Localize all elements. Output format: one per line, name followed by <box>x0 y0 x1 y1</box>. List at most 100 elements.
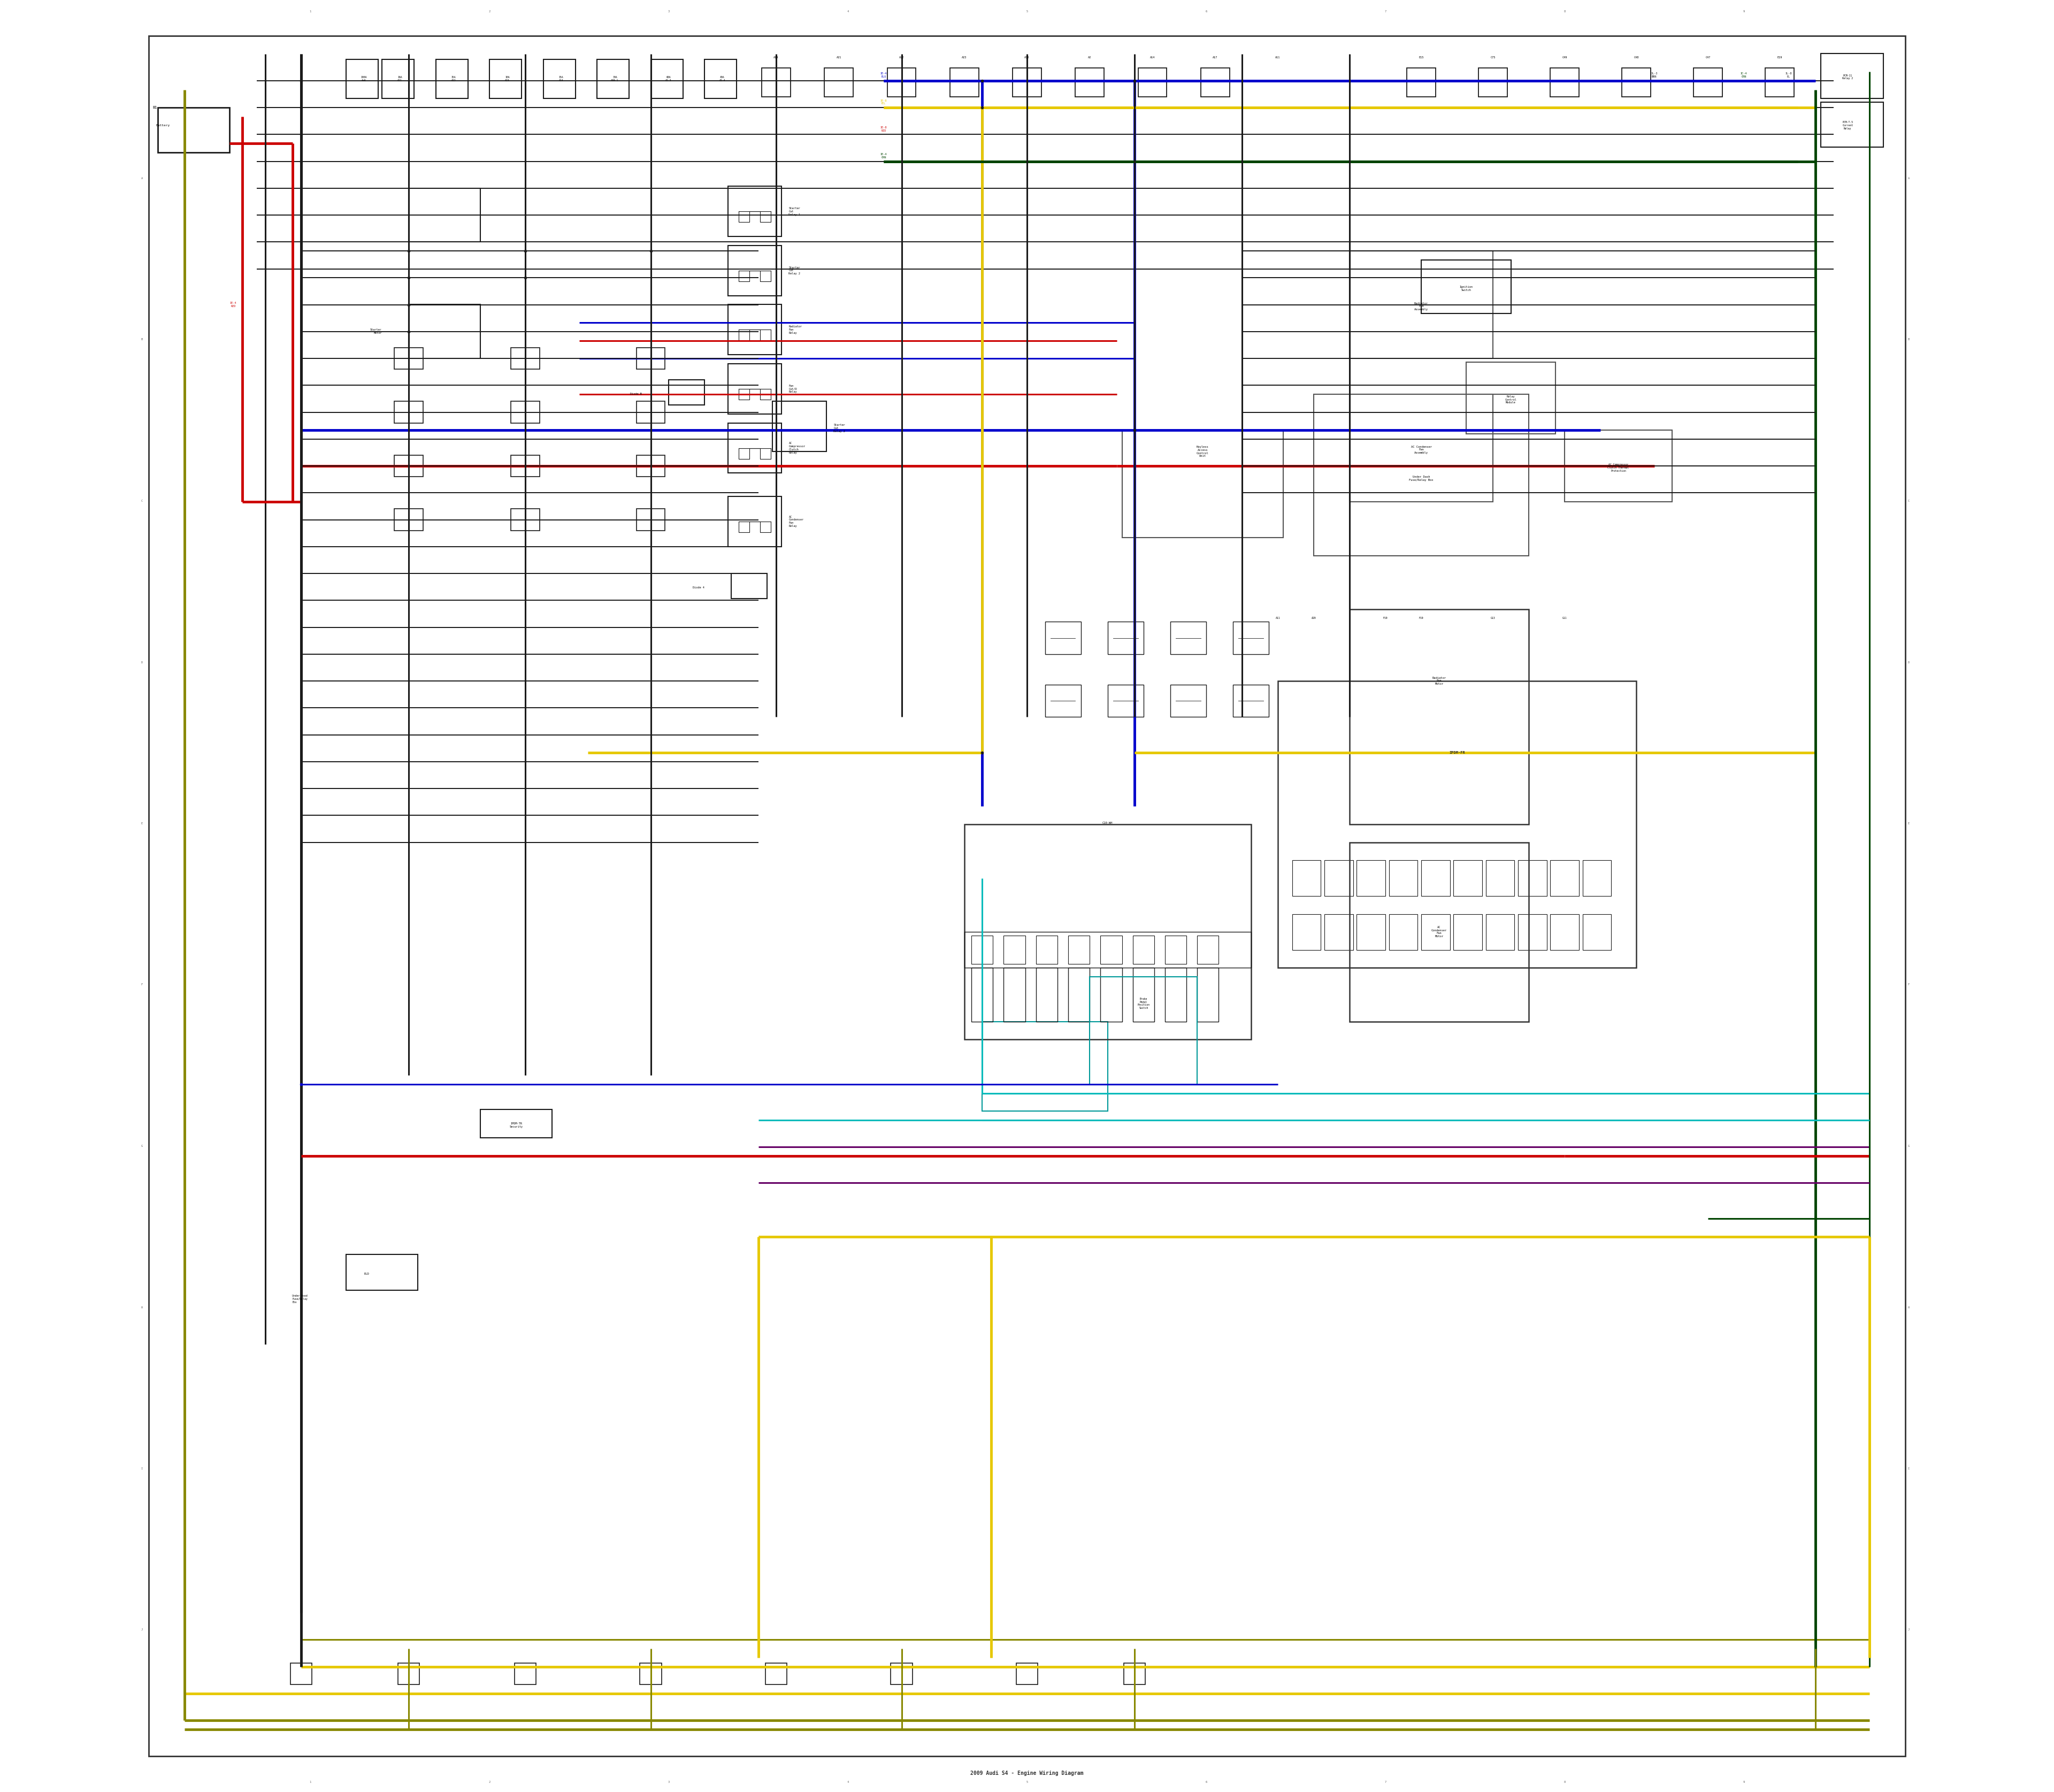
Text: Ignition
Switch: Ignition Switch <box>1458 285 1473 292</box>
Bar <box>963 932 1251 968</box>
Bar <box>727 364 781 414</box>
Text: Radiator
Fan
Motor: Radiator Fan Motor <box>1432 677 1446 685</box>
Text: A14: A14 <box>1150 56 1154 59</box>
Text: 15A
A22: 15A A22 <box>452 75 456 82</box>
Bar <box>1551 860 1580 896</box>
Bar <box>481 1109 553 1138</box>
Bar <box>1325 860 1354 896</box>
Bar <box>705 59 737 99</box>
Bar <box>1045 685 1080 717</box>
Bar <box>1004 968 1025 1021</box>
Bar <box>511 348 540 369</box>
Bar <box>766 1663 787 1684</box>
Text: Diode 4: Diode 4 <box>692 586 705 590</box>
Bar <box>963 824 1251 1039</box>
Bar <box>435 59 468 99</box>
Bar <box>1107 685 1144 717</box>
Bar <box>1197 968 1218 1021</box>
Bar <box>727 423 781 473</box>
Bar <box>1171 685 1206 717</box>
Text: IE-8
YEL: IE-8 YEL <box>881 99 887 106</box>
Bar <box>1485 914 1514 950</box>
Bar <box>345 59 378 99</box>
Bar <box>972 968 992 1021</box>
Text: 40A
A2-4: 40A A2-4 <box>719 75 725 82</box>
Bar <box>637 455 665 477</box>
Bar <box>394 348 423 369</box>
Bar <box>1349 842 1528 1021</box>
Bar <box>1349 394 1493 502</box>
Text: C75: C75 <box>1491 56 1495 59</box>
Text: C48: C48 <box>1633 56 1639 59</box>
Bar <box>1389 914 1417 950</box>
Text: A11: A11 <box>1276 56 1280 59</box>
Text: Brake
Pedal
Position
Switch: Brake Pedal Position Switch <box>1138 998 1150 1009</box>
Text: A30: A30 <box>1025 56 1029 59</box>
Bar <box>1121 430 1284 538</box>
Bar <box>1232 622 1269 654</box>
Text: IC-4
GRN: IC-4 GRN <box>1740 72 1748 79</box>
Text: A19: A19 <box>774 56 778 59</box>
Bar <box>1202 68 1230 97</box>
Text: AC Compressor
Clutch Thermal
Protection: AC Compressor Clutch Thermal Protection <box>1608 464 1629 471</box>
Bar <box>394 509 423 530</box>
Bar <box>727 305 781 355</box>
Bar <box>1171 622 1206 654</box>
Bar <box>1518 860 1547 896</box>
Bar <box>1551 68 1580 97</box>
Bar <box>1467 362 1555 434</box>
Text: Under Hood
Fuse/Relay
Box: Under Hood Fuse/Relay Box <box>292 1296 308 1303</box>
Bar <box>637 401 665 423</box>
Text: A29: A29 <box>1310 616 1317 620</box>
Bar <box>727 496 781 547</box>
Text: Diode B: Diode B <box>631 392 641 396</box>
Bar <box>1165 935 1187 964</box>
Bar <box>1292 914 1321 950</box>
Bar <box>514 1663 536 1684</box>
Bar <box>1695 68 1721 97</box>
Bar <box>1407 68 1436 97</box>
Bar <box>1232 685 1269 717</box>
Text: Under Dash
Fuse/Relay Box: Under Dash Fuse/Relay Box <box>1409 475 1434 482</box>
Text: PCM-T.5
Current
Relay: PCM-T.5 Current Relay <box>1842 122 1853 129</box>
Bar <box>394 401 423 423</box>
Bar <box>824 68 852 97</box>
Bar <box>1045 622 1080 654</box>
Bar <box>1124 1663 1146 1684</box>
Text: 10A
A23: 10A A23 <box>505 75 509 82</box>
Text: 15A
A14: 15A A14 <box>559 75 563 82</box>
Bar <box>489 59 522 99</box>
Bar <box>1518 914 1547 950</box>
Text: F19: F19 <box>1382 616 1389 620</box>
Bar <box>1349 609 1528 824</box>
Bar <box>1292 860 1321 896</box>
Text: F19: F19 <box>1419 616 1423 620</box>
Bar <box>887 68 916 97</box>
Text: C49: C49 <box>1561 56 1567 59</box>
Text: A22: A22 <box>900 56 904 59</box>
Bar <box>158 108 230 152</box>
Text: IL-8
EL: IL-8 EL <box>1785 72 1791 79</box>
Text: AC
Condenser
Fan
Motor: AC Condenser Fan Motor <box>1432 926 1446 937</box>
Text: ELD: ELD <box>364 1272 370 1276</box>
Bar <box>1389 860 1417 896</box>
Bar <box>731 573 768 599</box>
Bar <box>772 401 826 452</box>
Text: IPDM-TR
Security: IPDM-TR Security <box>509 1122 524 1129</box>
Bar <box>1820 102 1884 147</box>
Bar <box>409 188 481 242</box>
Text: AC
Condenser
Fan
Relay: AC Condenser Fan Relay <box>789 516 803 527</box>
Bar <box>949 68 978 97</box>
Text: IL-3
BRN: IL-3 BRN <box>1651 72 1658 79</box>
Text: C10-WH: C10-WH <box>1103 823 1113 824</box>
Text: A23: A23 <box>961 56 967 59</box>
Bar <box>1107 622 1144 654</box>
Bar <box>1132 935 1154 964</box>
Text: Fan
Cat/D
Relay: Fan Cat/D Relay <box>789 385 797 392</box>
Bar <box>394 455 423 477</box>
Bar <box>1820 54 1884 99</box>
Bar <box>1485 860 1514 896</box>
Bar <box>1068 968 1091 1021</box>
Text: Starter
Cat
Relay 2: Starter Cat Relay 2 <box>789 267 801 274</box>
Bar <box>1076 68 1105 97</box>
